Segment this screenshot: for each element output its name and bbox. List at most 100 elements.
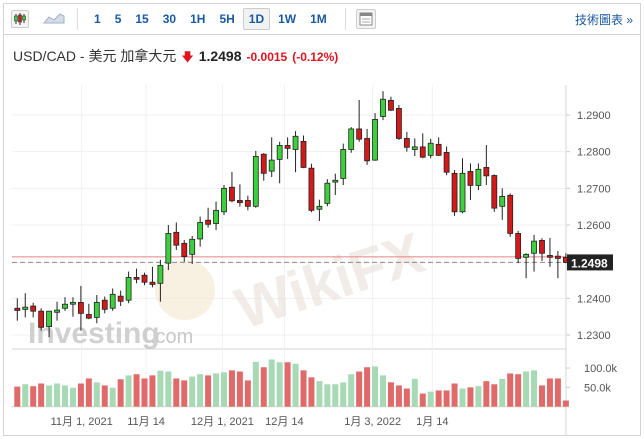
volume-bar [435, 390, 442, 407]
candle-body [157, 264, 164, 284]
volume-bar [228, 370, 235, 407]
volume-bar [499, 378, 506, 407]
candle-body [221, 187, 227, 213]
candle [197, 216, 204, 247]
date-tick-label: 12月 1, 2021 [191, 416, 254, 428]
candle [499, 188, 506, 220]
candle [54, 301, 60, 321]
volume-bar [467, 387, 474, 407]
volume-bar [252, 361, 259, 407]
volume-bar [340, 382, 347, 407]
interval-1m[interactable]: 1M [310, 11, 327, 26]
candle [443, 146, 450, 176]
wikifx-logo-icon [155, 260, 215, 320]
candle-body [547, 255, 553, 258]
candlestick-icon[interactable] [11, 9, 29, 28]
volume-tick-label: 50.0k [584, 382, 611, 394]
volume-bar [276, 362, 283, 407]
interval-5h[interactable]: 5H [219, 11, 235, 26]
volume-bar [395, 385, 402, 407]
volume-bar [364, 367, 371, 407]
candle-body [85, 314, 92, 319]
candle-body [411, 146, 418, 150]
volume-bar [531, 370, 538, 407]
candle-body [348, 128, 355, 150]
candle-body [539, 240, 545, 254]
last-price: 1.2498 [198, 48, 242, 64]
candle [268, 137, 275, 177]
candle [125, 271, 132, 304]
candle [467, 163, 474, 201]
volume-bar [117, 379, 124, 407]
candle [229, 171, 235, 203]
candle [22, 293, 29, 318]
candle-body [54, 309, 60, 313]
candle [531, 234, 537, 272]
interval-15[interactable]: 15 [135, 11, 149, 26]
volume-bar [14, 386, 21, 407]
volume-bar [141, 378, 148, 407]
candle-body [372, 119, 378, 161]
chart-widget [3, 3, 641, 436]
candle-body [499, 196, 506, 207]
candle-body [38, 310, 45, 328]
area-chart-icon[interactable] [42, 10, 67, 28]
price-tick-label: 1.2300 [577, 330, 611, 342]
interval-5[interactable]: 5 [114, 11, 122, 26]
candle-body [149, 281, 156, 285]
volume-bar [403, 388, 410, 407]
candle-body [523, 253, 529, 258]
candle [78, 285, 84, 331]
layout-icon[interactable] [355, 8, 376, 29]
candle [316, 199, 323, 221]
candle-body [14, 307, 21, 311]
candle-body [236, 200, 243, 204]
interval-30[interactable]: 30 [162, 11, 177, 26]
interval-1w[interactable]: 1W [278, 11, 297, 26]
candle [133, 268, 140, 284]
candle [507, 193, 514, 237]
candle [555, 251, 561, 279]
candle-body [300, 141, 307, 168]
technical-chart-link[interactable]: 技術圖表 » [574, 13, 633, 27]
candle-body [427, 142, 434, 156]
candle [491, 174, 498, 212]
candle [276, 141, 283, 184]
candle [451, 170, 458, 216]
candle-body [93, 301, 100, 318]
volume-bar [165, 371, 172, 407]
candle [475, 163, 482, 191]
candle [62, 297, 68, 311]
volume-bar [69, 387, 76, 407]
volume-bar [54, 383, 61, 407]
candle [388, 96, 394, 111]
price-tick-label: 1.2800 [577, 147, 611, 159]
date-tick-label: 1月 14 [416, 416, 448, 428]
candle-body [340, 149, 347, 179]
candle [85, 303, 92, 320]
volume-bar [85, 378, 92, 407]
candle-body [324, 182, 331, 204]
interval-1[interactable]: 1 [94, 11, 101, 26]
candle-body [70, 301, 76, 305]
volume-bar [300, 370, 307, 407]
candle-body [109, 293, 116, 309]
candle [427, 138, 434, 159]
candle [547, 237, 553, 267]
interval-1h[interactable]: 1H [190, 11, 206, 26]
volume-bar [427, 391, 434, 407]
volume-bar [475, 386, 482, 407]
volume-bar [149, 375, 156, 407]
price-tick-label: 1.2400 [577, 293, 611, 305]
interval-1d[interactable]: 1D [242, 7, 271, 30]
price-tick-label: 1.2900 [577, 110, 611, 122]
candle [483, 145, 490, 186]
candle [173, 222, 180, 250]
candle [292, 131, 299, 173]
volume-tick-label: 100.0k [584, 363, 618, 375]
candle [252, 150, 259, 208]
volume-bar [515, 374, 522, 407]
candle-body [133, 277, 140, 280]
candle-body [229, 186, 235, 202]
